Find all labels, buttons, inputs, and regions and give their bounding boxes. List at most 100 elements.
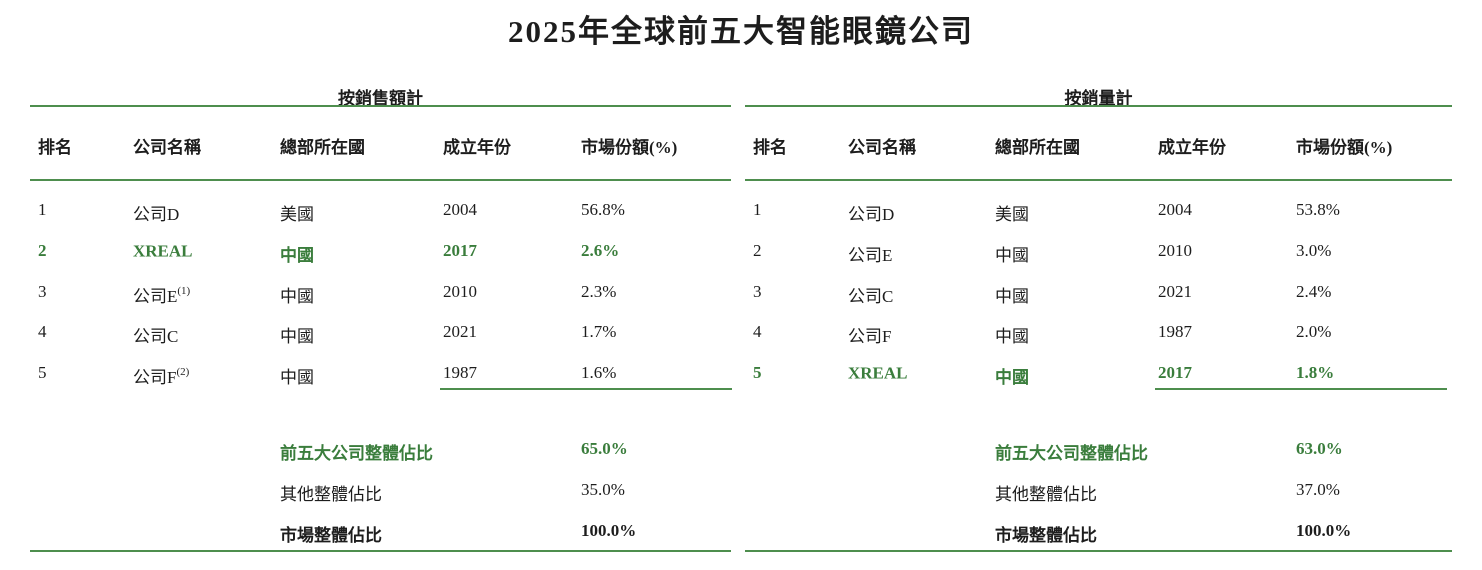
cell-country: 中國 — [995, 287, 1029, 306]
column-header-year: 成立年份 — [1158, 138, 1226, 157]
summary-row-top5: 前五大公司整體佔比 65.0% — [30, 439, 731, 463]
cell-year: 2010 — [443, 282, 477, 301]
company-name: 公司E — [133, 287, 178, 306]
column-header-share: 市場份額(%) — [581, 138, 678, 157]
summary-value: 100.0% — [581, 521, 637, 540]
company-name: XREAL — [133, 241, 193, 261]
company-name: 公司F — [133, 368, 177, 387]
cell-company: 公司E(1) — [133, 282, 190, 307]
cell-rank: 4 — [38, 322, 47, 341]
cell-year: 1987 — [1158, 322, 1192, 341]
cell-country: 中國 — [280, 287, 314, 306]
cell-year: 2017 — [1158, 363, 1192, 382]
table-group-title: 按銷售額計 — [338, 89, 423, 108]
column-header-rank: 排名 — [753, 138, 787, 157]
cell-share: 1.8% — [1296, 363, 1335, 382]
cell-company: 公司C — [848, 282, 893, 307]
summary-value: 37.0% — [1296, 480, 1340, 499]
summary-row-others: 其他整體佔比 35.0% — [30, 480, 731, 504]
cell-share: 53.8% — [1296, 200, 1340, 219]
cell-rank: 2 — [753, 241, 762, 260]
page-title: 2025年全球前五大智能眼鏡公司 — [508, 14, 974, 49]
cell-rank: 1 — [38, 200, 47, 219]
company-name: 公司D — [133, 205, 180, 224]
cell-year: 1987 — [443, 363, 477, 382]
cell-rank: 5 — [38, 363, 47, 382]
cell-share: 1.6% — [581, 363, 617, 382]
table-by-revenue: 按銷售額計 排名 公司名稱 總部所在國 成立年份 市場份額(%) 1 公司D 美… — [30, 0, 732, 570]
table-row: 1 公司D 美國 2004 53.8% — [745, 200, 1452, 225]
cell-company: 公司F — [848, 322, 891, 347]
summary-label: 其他整體佔比 — [280, 485, 382, 504]
cell-company: 公司C — [133, 322, 178, 347]
column-header-company: 公司名稱 — [848, 138, 916, 157]
cell-company: 公司D — [133, 200, 179, 225]
table-header-row: 排名 公司名稱 總部所在國 成立年份 市場份額(%) — [30, 133, 731, 157]
summary-label: 市場整體佔比 — [995, 526, 1097, 545]
table-row: 5 公司F(2) 中國 1987 1.6% — [30, 363, 731, 388]
cell-year: 2021 — [1158, 282, 1192, 301]
cell-rank: 5 — [753, 363, 762, 382]
cell-company: XREAL — [848, 363, 908, 384]
cell-share: 2.3% — [581, 282, 617, 301]
cell-company: 公司D — [848, 200, 894, 225]
cell-rank: 2 — [38, 241, 47, 260]
company-name: 公司D — [848, 205, 895, 224]
cell-country: 中國 — [280, 246, 314, 265]
company-name: 公司F — [848, 327, 892, 346]
column-header-year: 成立年份 — [443, 138, 511, 157]
divider — [30, 550, 731, 552]
cell-share: 2.6% — [581, 241, 620, 260]
table-row-highlighted: 5 XREAL 中國 2017 1.8% — [745, 363, 1452, 387]
cell-country: 中國 — [280, 327, 314, 346]
cell-rank: 4 — [753, 322, 762, 341]
cell-country: 中國 — [995, 327, 1029, 346]
cell-rank: 3 — [38, 282, 47, 301]
column-header-rank: 排名 — [38, 138, 72, 157]
column-header-country: 總部所在國 — [280, 138, 365, 157]
cell-share: 1.7% — [581, 322, 617, 341]
cell-country: 中國 — [995, 368, 1029, 387]
cell-country: 美國 — [995, 205, 1029, 224]
column-header-share: 市場份額(%) — [1296, 138, 1393, 157]
table-row: 4 公司C 中國 2021 1.7% — [30, 322, 731, 347]
summary-label: 前五大公司整體佔比 — [280, 444, 433, 463]
divider — [30, 105, 731, 107]
cell-year: 2017 — [443, 241, 477, 260]
cell-company: 公司E — [848, 241, 892, 266]
cell-country: 中國 — [280, 368, 314, 387]
cell-share: 3.0% — [1296, 241, 1332, 260]
table-row: 3 公司C 中國 2021 2.4% — [745, 282, 1452, 307]
cell-share: 56.8% — [581, 200, 625, 219]
summary-value: 65.0% — [581, 439, 628, 458]
column-header-country: 總部所在國 — [995, 138, 1080, 157]
cell-rank: 3 — [753, 282, 762, 301]
cell-country: 美國 — [280, 205, 314, 224]
cell-year: 2004 — [443, 200, 477, 219]
summary-label: 前五大公司整體佔比 — [995, 444, 1148, 463]
footnote-ref: (2) — [176, 366, 190, 379]
table-header-row: 排名 公司名稱 總部所在國 成立年份 市場份額(%) — [745, 133, 1452, 157]
cell-rank: 1 — [753, 200, 762, 219]
footnote-ref: (1) — [177, 285, 191, 298]
summary-row-total: 市場整體佔比 100.0% — [745, 521, 1452, 545]
divider — [745, 105, 1452, 107]
summary-label: 其他整體佔比 — [995, 485, 1097, 504]
table-group-title: 按銷量計 — [1064, 89, 1133, 108]
table-row: 4 公司F 中國 1987 2.0% — [745, 322, 1452, 347]
divider — [30, 179, 731, 181]
cell-year: 2021 — [443, 322, 477, 341]
table-row: 2 公司E 中國 2010 3.0% — [745, 241, 1452, 266]
divider — [1155, 388, 1447, 390]
column-header-company: 公司名稱 — [133, 138, 201, 157]
table-row: 3 公司E(1) 中國 2010 2.3% — [30, 282, 731, 307]
cell-company: 公司F(2) — [133, 363, 189, 388]
cell-share: 2.4% — [1296, 282, 1332, 301]
cell-year: 2010 — [1158, 241, 1192, 260]
summary-row-top5: 前五大公司整體佔比 63.0% — [745, 439, 1452, 463]
table-by-volume: 按銷量計 排名 公司名稱 總部所在國 成立年份 市場份額(%) 1 公司D 美國… — [745, 0, 1452, 570]
table-row: 1 公司D 美國 2004 56.8% — [30, 200, 731, 225]
company-name: 公司C — [848, 287, 894, 306]
summary-value: 35.0% — [581, 480, 625, 499]
